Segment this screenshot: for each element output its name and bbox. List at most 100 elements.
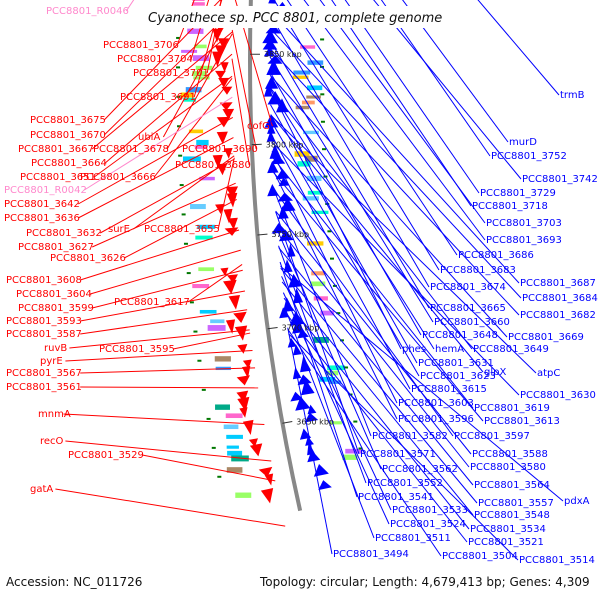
gene-label: trmB [560, 90, 585, 101]
connector-line [93, 75, 233, 178]
gene-label: PCC8801_3524 [390, 519, 466, 530]
tick-mark [178, 154, 183, 157]
connector-line [288, 333, 519, 561]
outer-annotation-block [195, 65, 213, 71]
connector-line [123, 199, 237, 259]
gene-label: PCC8801_3615 [411, 384, 487, 395]
connector-line [269, 28, 522, 299]
reverse-gene-arrow [263, 83, 273, 97]
connector-line [91, 182, 236, 248]
kbp-label: 3850 kbp [264, 50, 302, 59]
tick-mark [217, 475, 222, 478]
forward-gene-arrow [217, 38, 230, 49]
accession-label: Accession: NC_011726 [6, 575, 142, 589]
forward-gene-arrow [219, 102, 233, 111]
gene-label: PCC8801_3666 [80, 172, 156, 183]
title-background [142, 6, 454, 28]
gene-label: pyrE [40, 356, 63, 367]
tick-mark [211, 446, 216, 449]
connector-line [133, 155, 235, 230]
connector-line [91, 31, 233, 150]
inner-annotation-block [295, 105, 310, 110]
inner-annotation-block [320, 310, 335, 316]
forward-gene-arrow [228, 295, 241, 310]
connector-line [90, 249, 241, 295]
connector-line [269, 88, 435, 350]
tick-mark [332, 284, 337, 287]
inner-annotation-block [329, 421, 342, 425]
gene-label: PCC8801_3665 [430, 303, 506, 314]
forward-gene-arrow [220, 267, 229, 277]
gene-label: PCC8801_3632 [26, 228, 102, 239]
inner-annotation-block [293, 70, 311, 75]
forward-gene-arrow [212, 154, 223, 169]
forward-gene-arrow [225, 186, 239, 199]
gene-label: PCC8801_3561 [6, 382, 82, 393]
gene-label: PCC8801_3729 [480, 188, 556, 199]
connector-line [287, 329, 442, 557]
inner-annotation-block [311, 210, 329, 214]
connector-line [80, 367, 256, 374]
gene-label: PCC8801_3521 [468, 537, 544, 548]
inner-annotation-block [301, 100, 315, 105]
tick-mark [176, 66, 181, 69]
connector-line [282, 292, 390, 525]
gene-label: PCC8801_3670 [30, 130, 106, 141]
connector-line [281, 281, 474, 516]
forward-gene-arrow [260, 487, 274, 504]
connector-line [162, 10, 234, 138]
label-connector-lines [55, 0, 564, 561]
connector-line [142, 454, 276, 482]
gene-label: PCC8801_3704 [117, 54, 193, 65]
inner-annotation-block [306, 175, 322, 182]
gene-label: PCC8801_3533 [392, 505, 468, 516]
connector-line [270, 134, 411, 390]
outer-annotation-block [226, 467, 243, 473]
reverse-gene-arrow [287, 243, 296, 257]
footer-background [0, 570, 600, 600]
forward-gene-arrow [224, 227, 239, 236]
outer-annotation-block [192, 2, 205, 6]
forward-gene-arrow [236, 390, 249, 403]
gene-label: PCC8801_3674 [430, 282, 506, 293]
connector-line [104, 53, 233, 164]
kbp-label: 3700 kbp [282, 323, 320, 332]
gene-label: surE [108, 224, 130, 235]
inner-annotation-block [303, 130, 319, 135]
tick-mark [176, 95, 181, 98]
gene-label: PCC8801_3687 [520, 278, 596, 289]
forward-gene-arrow [227, 274, 238, 284]
tick-mark [320, 93, 325, 96]
inner-annotation-block [325, 370, 339, 376]
gene-label: PCC8801_3667 [18, 144, 94, 155]
reverse-gene-arrow [266, 59, 281, 75]
reverse-gene-arrow [267, 55, 283, 64]
connector-line [285, 312, 468, 543]
connector-line [373, 0, 522, 180]
outer-annotation-block [193, 76, 210, 80]
connector-line [276, 229, 382, 470]
connector-line [270, 14, 430, 288]
forward-gene-arrow [222, 108, 235, 120]
reverse-gene-arrow [300, 355, 312, 373]
connector-line [280, 267, 478, 504]
gene-label: PCC8801_3557 [478, 498, 554, 509]
reverse-gene-arrow [262, 29, 279, 44]
forward-gene-arrow [241, 365, 251, 379]
connector-line [231, 29, 257, 150]
connector-line [271, 156, 474, 409]
gene-label: PCC8801_3529 [68, 450, 144, 461]
reverse-gene-arrow [307, 449, 321, 463]
connector-line [272, 169, 398, 420]
connector-line [92, 269, 243, 309]
gene-label: phes [402, 344, 426, 355]
inner-annotation-block [302, 196, 319, 201]
forward-gene-arrow [223, 279, 237, 295]
kbp-tick [257, 233, 268, 236]
outer-annotation-block [188, 129, 204, 134]
gene-label: PCC8801_3693 [486, 235, 562, 246]
gene-label: PCC8801_3627 [18, 242, 94, 253]
outer-annotation-block [226, 434, 243, 439]
reverse-gene-arrow [278, 229, 294, 242]
